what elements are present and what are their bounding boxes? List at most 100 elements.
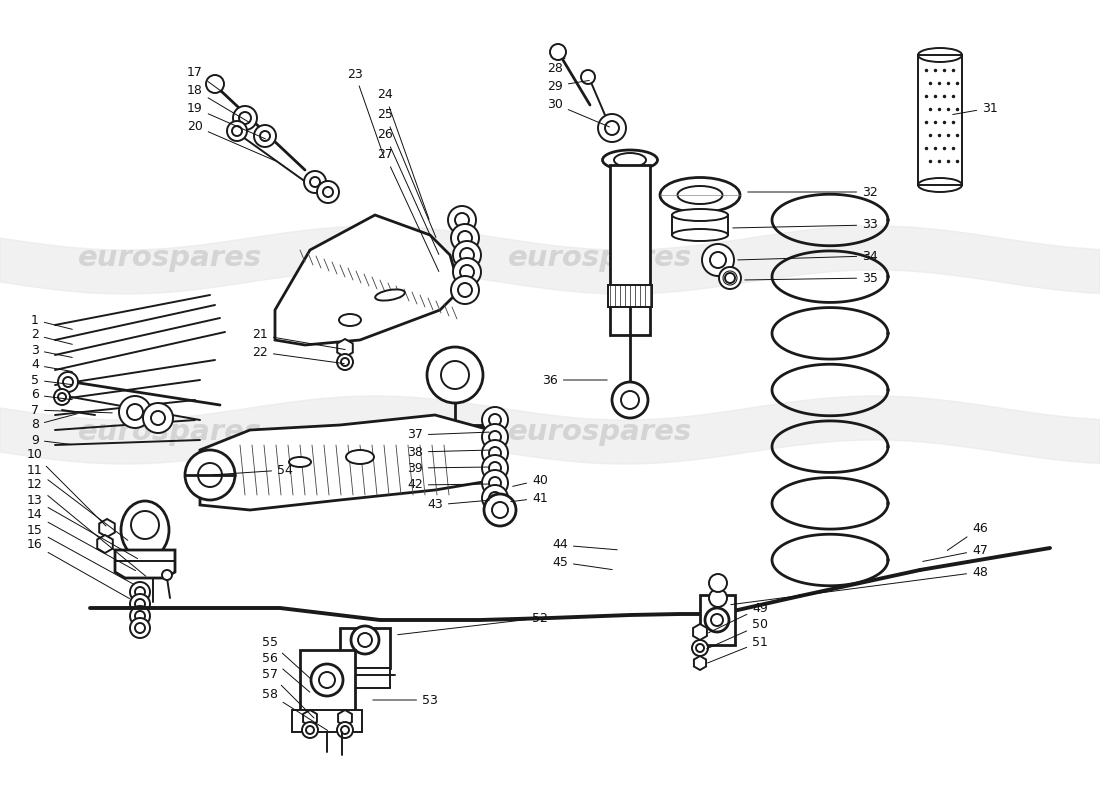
Polygon shape — [338, 710, 352, 726]
Text: 45: 45 — [552, 555, 613, 570]
Text: 49: 49 — [708, 602, 768, 633]
Text: 29: 29 — [547, 79, 590, 93]
Text: 23: 23 — [348, 67, 384, 158]
Text: 54: 54 — [212, 463, 293, 477]
Text: 21: 21 — [252, 329, 345, 350]
Circle shape — [351, 626, 380, 654]
Circle shape — [453, 241, 481, 269]
Circle shape — [705, 608, 729, 632]
Circle shape — [598, 114, 626, 142]
Polygon shape — [99, 519, 114, 537]
Circle shape — [130, 594, 150, 614]
Text: 14: 14 — [28, 509, 135, 570]
Circle shape — [451, 224, 478, 252]
Circle shape — [302, 722, 318, 738]
Circle shape — [448, 206, 476, 234]
Circle shape — [337, 354, 353, 370]
Bar — [340, 628, 390, 668]
Text: 30: 30 — [547, 98, 609, 127]
Circle shape — [427, 347, 483, 403]
Text: 26: 26 — [377, 129, 439, 254]
Text: 8: 8 — [31, 414, 77, 431]
Text: 2: 2 — [31, 329, 73, 344]
Text: 42: 42 — [407, 478, 490, 491]
Ellipse shape — [339, 314, 361, 326]
Text: eurospares: eurospares — [78, 244, 262, 272]
Ellipse shape — [672, 209, 728, 221]
Text: 34: 34 — [738, 250, 878, 262]
Text: 22: 22 — [252, 346, 344, 364]
Circle shape — [702, 244, 734, 276]
Circle shape — [162, 570, 172, 580]
Text: 40: 40 — [513, 474, 548, 486]
Circle shape — [692, 640, 708, 656]
Text: 55: 55 — [262, 635, 310, 678]
Text: 15: 15 — [28, 523, 133, 584]
Text: 35: 35 — [745, 271, 878, 285]
Ellipse shape — [603, 150, 658, 170]
Text: 16: 16 — [28, 538, 130, 598]
Bar — [428, 425, 482, 439]
Bar — [610, 165, 650, 335]
Circle shape — [482, 470, 508, 496]
Circle shape — [719, 267, 741, 289]
Text: 58: 58 — [262, 687, 328, 730]
Circle shape — [317, 181, 339, 203]
Text: 27: 27 — [377, 149, 439, 271]
Text: 13: 13 — [28, 494, 138, 558]
Text: 46: 46 — [947, 522, 988, 550]
Text: 50: 50 — [706, 618, 768, 649]
Text: 5: 5 — [31, 374, 73, 386]
Bar — [918, 55, 962, 185]
Bar — [340, 668, 390, 688]
Ellipse shape — [346, 450, 374, 464]
Text: 51: 51 — [707, 635, 768, 663]
Text: 56: 56 — [262, 651, 310, 692]
Text: 37: 37 — [407, 429, 490, 442]
Circle shape — [482, 485, 508, 511]
Ellipse shape — [375, 290, 405, 301]
Text: 44: 44 — [552, 538, 617, 551]
Text: 33: 33 — [733, 218, 878, 231]
Circle shape — [206, 75, 224, 93]
Text: 11: 11 — [28, 463, 128, 540]
Circle shape — [54, 389, 70, 405]
Circle shape — [143, 403, 173, 433]
Text: eurospares: eurospares — [78, 418, 262, 446]
Text: 24: 24 — [377, 89, 429, 219]
Circle shape — [254, 125, 276, 147]
Text: 6: 6 — [31, 389, 73, 402]
Circle shape — [710, 589, 727, 607]
Text: 12: 12 — [28, 478, 146, 576]
Circle shape — [58, 372, 78, 392]
Text: 38: 38 — [407, 446, 490, 458]
Ellipse shape — [660, 178, 740, 213]
Bar — [300, 650, 355, 715]
Circle shape — [550, 44, 566, 60]
Text: 9: 9 — [31, 434, 73, 446]
Polygon shape — [97, 535, 113, 553]
Circle shape — [233, 106, 257, 130]
Text: 47: 47 — [923, 543, 988, 562]
Text: 39: 39 — [407, 462, 490, 474]
Text: 31: 31 — [953, 102, 998, 114]
Text: 4: 4 — [31, 358, 73, 371]
Text: 57: 57 — [262, 667, 314, 718]
Bar — [292, 710, 362, 732]
Circle shape — [484, 494, 516, 526]
Circle shape — [612, 382, 648, 418]
Circle shape — [119, 396, 151, 428]
Circle shape — [581, 70, 595, 84]
Text: 7: 7 — [31, 403, 112, 417]
Text: 3: 3 — [31, 343, 73, 358]
Text: 1: 1 — [31, 314, 73, 330]
Ellipse shape — [289, 457, 311, 467]
Text: 18: 18 — [187, 83, 250, 122]
Ellipse shape — [614, 153, 646, 167]
Text: eurospares: eurospares — [508, 244, 692, 272]
Text: eurospares: eurospares — [508, 418, 692, 446]
Bar — [700, 595, 735, 645]
Text: 25: 25 — [377, 109, 436, 238]
Polygon shape — [275, 215, 460, 345]
Text: 17: 17 — [187, 66, 223, 92]
